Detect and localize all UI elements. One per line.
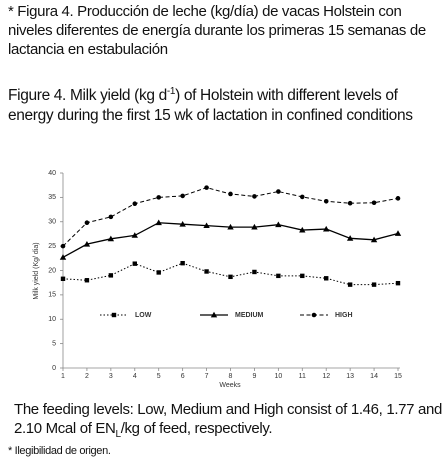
data-point (131, 232, 138, 238)
caption-es-text: * Figura 4. Producción de leche (kg/día)… (8, 3, 426, 58)
x-tick-label: 15 (394, 373, 402, 380)
legend-label: LOW (135, 312, 152, 319)
feeding-note: The feeding levels: Low, Medium and High… (14, 400, 442, 444)
x-tick-label: 1 (61, 373, 65, 380)
caption-es: * Figura 4. Producción de leche (kg/día)… (8, 2, 440, 59)
data-point (395, 196, 401, 201)
chart: Weeks Milk yield (Kg/ dia) 0510152025303… (33, 170, 402, 389)
data-point (251, 223, 258, 230)
data-point (132, 261, 137, 266)
data-point (132, 201, 138, 207)
x-tick-label: 12 (322, 373, 330, 380)
data-point (59, 254, 67, 260)
x-tick-label: 2 (85, 373, 89, 380)
y-tick-label: 15 (48, 292, 56, 299)
data-point (323, 198, 329, 204)
x-tick-label: 4 (133, 373, 137, 380)
y-tick-label: 35 (48, 194, 56, 201)
data-point (300, 273, 305, 279)
x-tick-label: 3 (109, 373, 113, 380)
data-point (276, 273, 281, 279)
data-point (371, 200, 377, 206)
data-point (299, 194, 305, 200)
data-point (180, 193, 185, 199)
caption-en-text: ) of Holstein with different levels of e… (8, 87, 413, 125)
data-point (395, 280, 401, 286)
series-line (62, 262, 399, 286)
x-tick-label: 13 (346, 373, 354, 380)
y-tick-label: 20 (48, 267, 56, 274)
footnote: * Ilegibilidad de origen. (8, 444, 440, 458)
data-point (83, 240, 91, 247)
feeding-note-sub: L (115, 429, 121, 440)
y-tick-label: 30 (48, 219, 56, 226)
data-point (252, 269, 257, 275)
data-point (204, 185, 209, 190)
y-tick-label: 25 (48, 243, 56, 250)
caption-en: Figure 4. Milk yield (kg d-1) of Holstei… (8, 82, 440, 126)
data-point (228, 191, 233, 197)
data-point (370, 236, 378, 243)
data-point (323, 225, 330, 232)
caption-en-text: Figure 4. Milk yield (kg d (8, 87, 167, 105)
data-point (324, 276, 329, 281)
data-point (276, 189, 281, 194)
y-tick-label: 0 (52, 365, 56, 372)
y-tick-label: 40 (48, 170, 56, 177)
data-point (60, 243, 66, 249)
data-point (204, 269, 209, 274)
data-point (155, 219, 162, 226)
data-point (347, 282, 353, 287)
feeding-note-text: /kg of feed, respectively. (120, 420, 273, 437)
data-point (84, 220, 90, 226)
x-tick-label: 14 (370, 373, 378, 380)
y-axis-label: Milk yield (Kg/ dia) (33, 242, 40, 299)
data-point (156, 270, 161, 275)
legend-marker (210, 311, 218, 318)
x-tick-label: 9 (252, 373, 256, 380)
data-point (107, 235, 115, 242)
feeding-note-text: The feeding levels: Low, Medium and High… (14, 401, 442, 437)
data-point (371, 282, 377, 287)
data-point (108, 273, 114, 278)
data-point (252, 194, 257, 199)
data-point (203, 222, 210, 229)
data-point (275, 221, 282, 228)
x-tick-label: 11 (299, 373, 306, 380)
legend-label: MEDIUM (235, 312, 264, 319)
data-point (156, 195, 162, 200)
data-point (299, 226, 306, 233)
x-tick-label: 7 (205, 373, 209, 380)
legend-label: HIGH (335, 312, 353, 319)
data-point (347, 200, 353, 206)
data-point (179, 220, 186, 227)
caption-en-sup: -1 (166, 86, 176, 97)
data-point (228, 274, 233, 280)
x-tick-label: 6 (181, 373, 185, 380)
y-tick-label: 10 (48, 316, 56, 323)
x-axis-label: Weeks (219, 382, 241, 389)
y-tick-label: 5 (52, 340, 56, 347)
legend-marker (111, 312, 117, 318)
footnote-text: * Ilegibilidad de origen. (8, 445, 111, 457)
data-point (227, 223, 234, 230)
x-tick-label: 5 (157, 373, 161, 380)
x-tick-label: 8 (229, 373, 233, 380)
data-point (60, 276, 66, 281)
data-point (180, 260, 185, 266)
legend-marker (311, 312, 317, 318)
data-point (394, 230, 402, 236)
data-point (346, 235, 354, 241)
data-point (84, 278, 90, 283)
x-tick-label: 10 (274, 373, 282, 380)
data-point (108, 214, 114, 220)
